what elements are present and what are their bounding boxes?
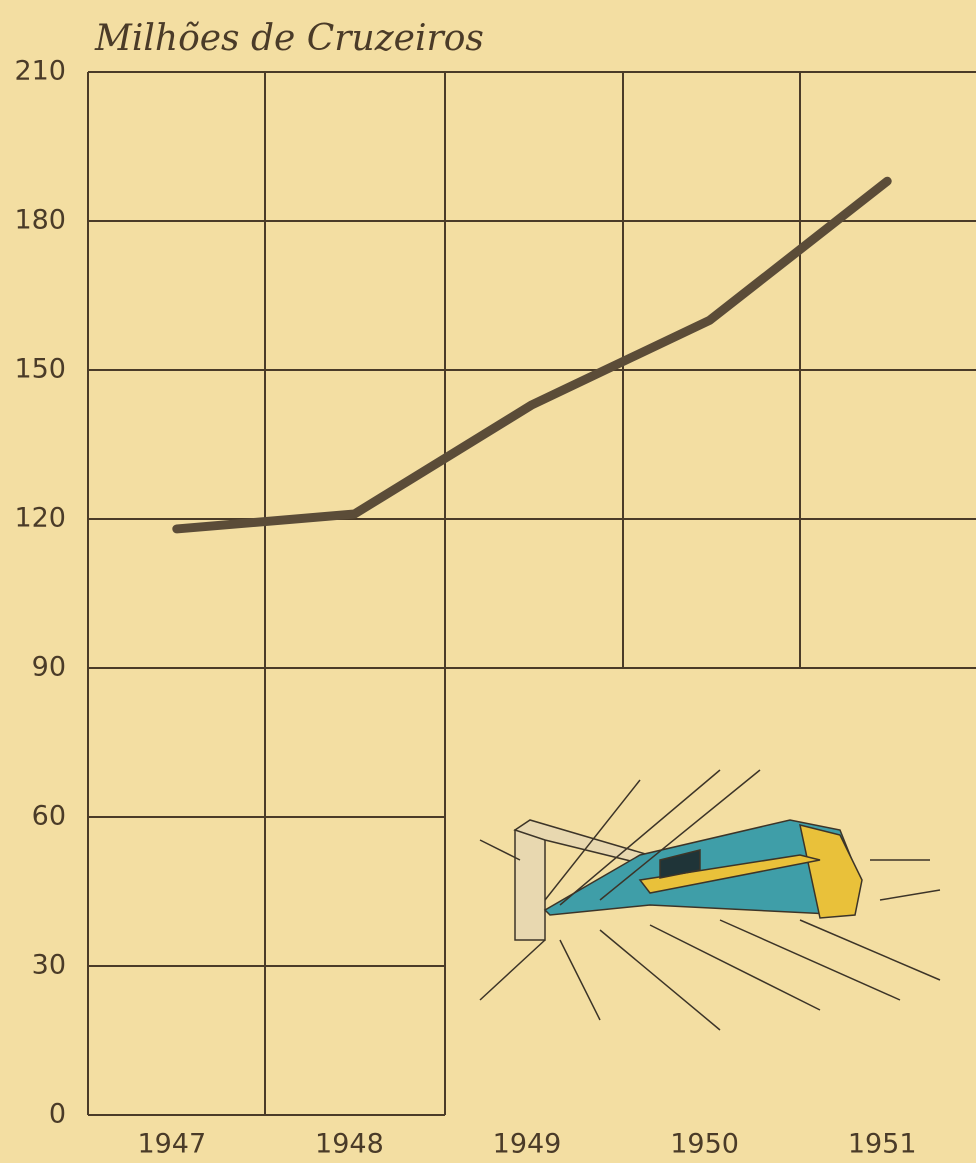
y-tick-label: 180 (14, 205, 66, 236)
y-tick-label: 30 (32, 950, 66, 981)
y-tick-label: 120 (14, 503, 66, 534)
y-tick-label: 210 (14, 56, 66, 87)
x-tick-label: 1951 (848, 1129, 917, 1160)
line-series (172, 176, 892, 534)
x-tick-label: 1950 (670, 1129, 739, 1160)
x-tick-label: 1949 (493, 1129, 562, 1160)
chart-title: Milhões de Cruzeiros (94, 18, 484, 59)
y-tick-label: 150 (14, 354, 66, 385)
train-illustration (479, 769, 941, 1031)
x-tick-label: 1948 (315, 1129, 384, 1160)
y-tick-label: 0 (49, 1099, 66, 1130)
y-tick-label: 60 (32, 801, 66, 832)
y-tick-label: 90 (32, 652, 66, 683)
x-tick-label: 1947 (137, 1129, 206, 1160)
